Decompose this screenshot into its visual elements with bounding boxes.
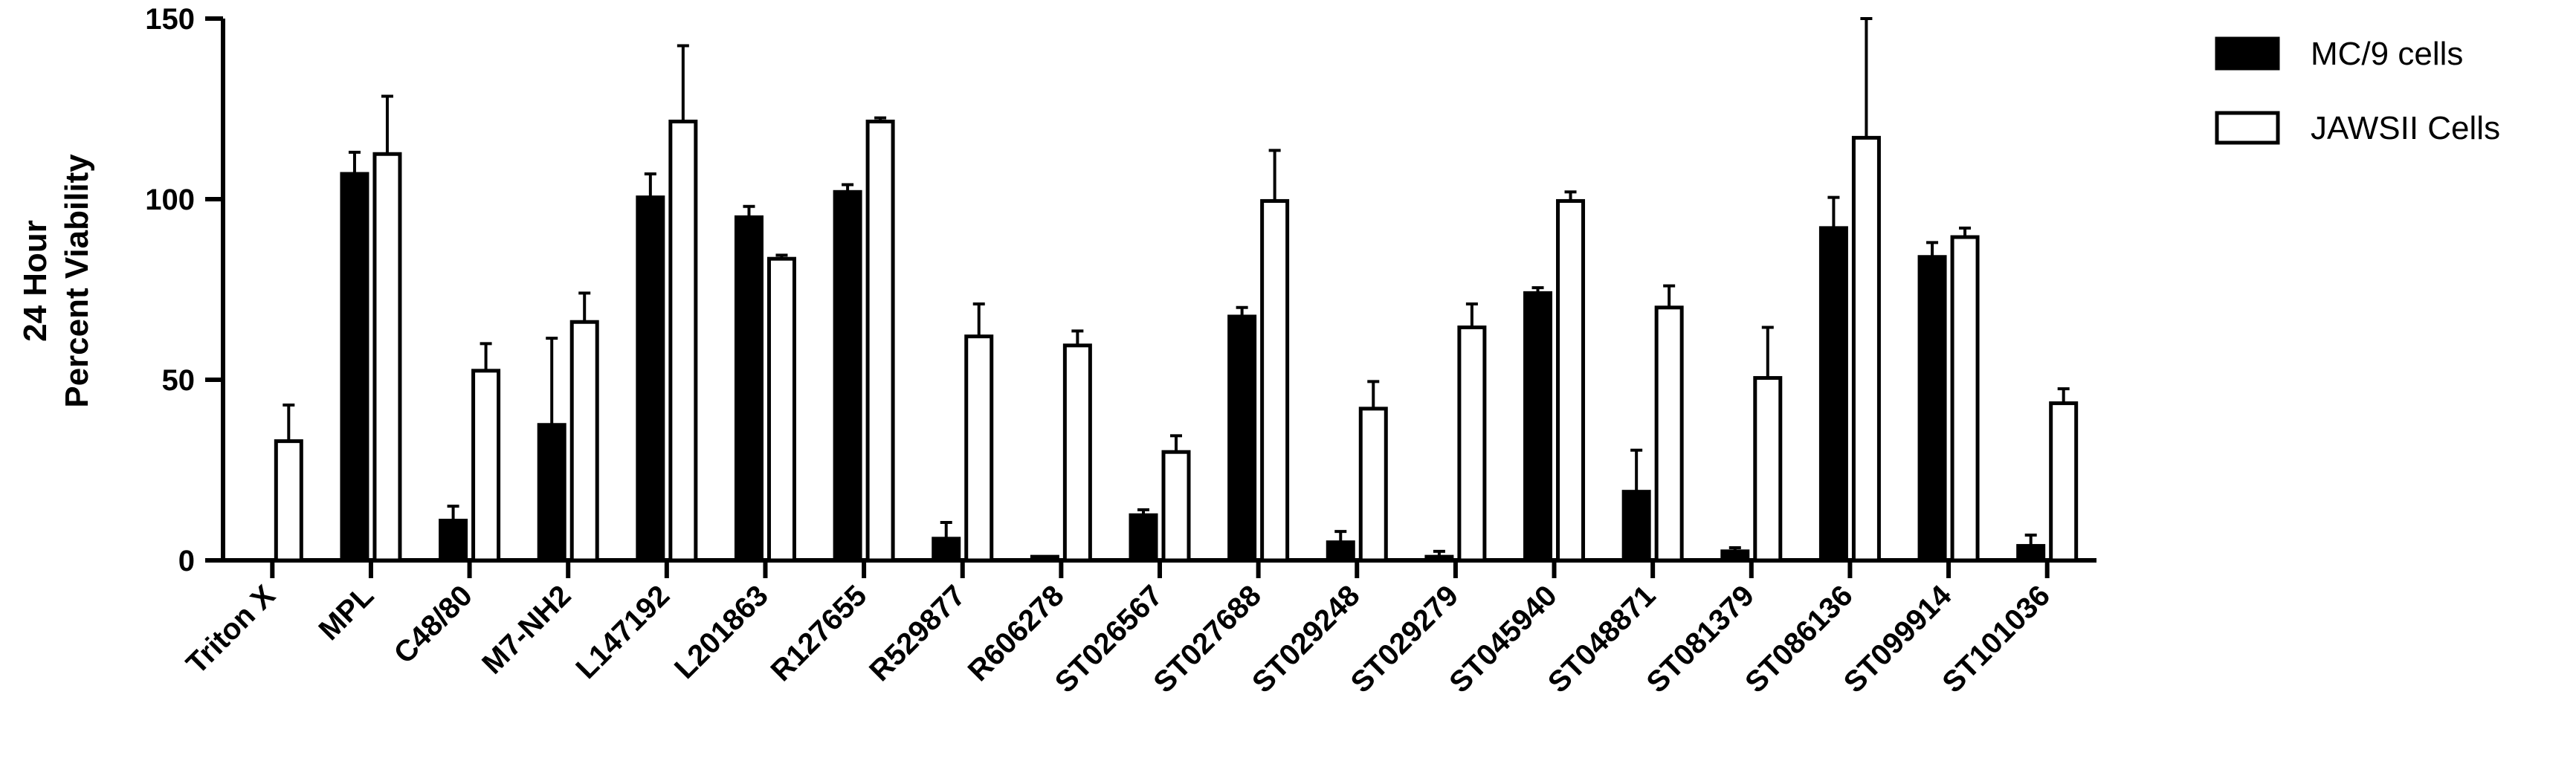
bar-jawsii — [372, 152, 402, 563]
bar-jawsii — [1457, 326, 1487, 563]
bar-mc9 — [1129, 513, 1158, 563]
bar-jawsii — [1556, 198, 1586, 563]
x-category-label: C48/80 — [388, 579, 479, 670]
bar-jawsii — [1161, 450, 1191, 563]
x-category-label: MPL — [312, 579, 380, 647]
bar-mc9 — [2016, 544, 2046, 563]
bar-jawsii — [1753, 376, 1783, 563]
bar-mc9 — [537, 423, 566, 563]
x-category-label: Triton X — [180, 579, 282, 681]
bar-mc9 — [1818, 226, 1848, 563]
bar-jawsii — [2049, 401, 2079, 563]
bar-mc9 — [1030, 554, 1059, 563]
bar-jawsii — [1062, 343, 1092, 563]
bar-mc9 — [833, 190, 862, 563]
x-category-label: ST099914 — [1838, 579, 1958, 699]
bar-jawsii — [471, 369, 501, 563]
x-category-label: ST048871 — [1542, 579, 1662, 699]
legend-swatch-jawsii — [2215, 111, 2280, 145]
bar-mc9 — [1227, 314, 1257, 563]
bar-mc9 — [1523, 291, 1553, 563]
x-category-label: ST027688 — [1147, 579, 1268, 699]
bar-jawsii — [1260, 198, 1290, 563]
bar-mc9 — [1326, 540, 1355, 563]
y-tick-label: 0 — [178, 545, 195, 577]
legend-label-jawsii: JAWSII Cells — [2311, 110, 2500, 146]
bars — [274, 17, 2079, 563]
x-category-label: ST081379 — [1641, 579, 1761, 699]
bar-jawsii — [865, 120, 895, 563]
x-category-label: R127655 — [765, 579, 874, 687]
legend-label-mc9: MC/9 cells — [2311, 36, 2463, 72]
bar-mc9 — [932, 537, 961, 563]
x-category-label: ST029279 — [1345, 579, 1465, 699]
bar-mc9 — [340, 172, 369, 563]
y-axis-label-line-2: Percent Viability — [59, 154, 95, 408]
bar-mc9 — [1917, 255, 1947, 563]
x-category-label: ST086136 — [1739, 579, 1859, 699]
bar-mc9 — [636, 195, 665, 563]
x-category-label: L201863 — [668, 579, 775, 685]
bar-mc9 — [1621, 490, 1651, 563]
bar-jawsii — [274, 439, 303, 563]
legend-swatch-mc9 — [2215, 36, 2280, 71]
bar-jawsii — [668, 120, 698, 563]
bar-jawsii — [1654, 305, 1684, 563]
y-axis-label-line-1: 24 Hour — [17, 220, 54, 342]
x-category-label: ST045940 — [1443, 579, 1563, 699]
y-tick-label: 100 — [145, 184, 195, 216]
bar-jawsii — [569, 320, 599, 563]
tick-labels: 0 50 100 150 Triton X MPL C48/80M7-NH2L147192L… — [145, 3, 2056, 699]
x-category-label: ST101036 — [1936, 579, 2056, 699]
y-tick-label: 150 — [145, 3, 195, 36]
bar-jawsii — [1950, 235, 1980, 563]
x-category-label: ST029248 — [1246, 579, 1366, 699]
x-category-label: L147192 — [569, 579, 676, 685]
bar-mc9 — [734, 215, 764, 563]
legend: MC/9 cells JAWSII Cells — [2215, 36, 2500, 146]
y-tick-label: 50 — [162, 364, 196, 397]
x-category-label: M7-NH2 — [476, 579, 577, 680]
bar-mc9 — [1720, 549, 1750, 563]
bar-jawsii — [1851, 135, 1881, 563]
bar-jawsii — [766, 256, 796, 563]
bar-jawsii — [1358, 407, 1388, 563]
x-category-label: R529877 — [863, 579, 972, 687]
x-category-label: ST026567 — [1049, 579, 1169, 699]
bar-mc9 — [1424, 554, 1454, 563]
axes — [205, 16, 2096, 578]
bar-mc9 — [439, 519, 468, 563]
bar-jawsii — [964, 334, 994, 563]
y-axis-label: 24 Hour Percent Viability — [17, 154, 95, 408]
